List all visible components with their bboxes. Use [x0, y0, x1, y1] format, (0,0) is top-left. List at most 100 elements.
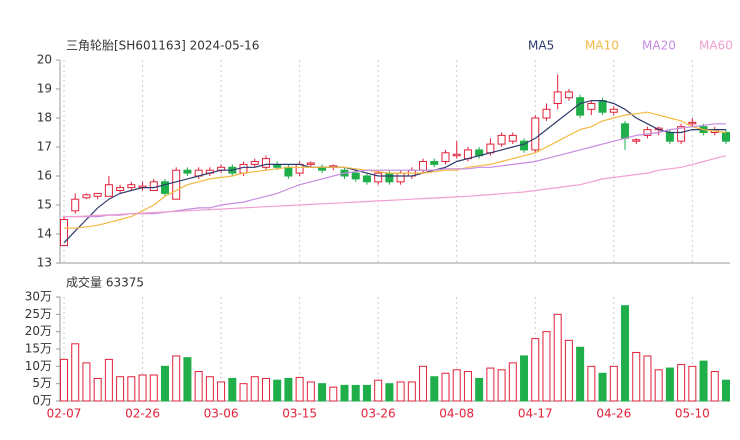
x-tick-label: 03-06	[204, 407, 239, 421]
x-tick-label: 05-10	[675, 407, 710, 421]
candle-body	[116, 187, 125, 192]
candle-body	[508, 134, 517, 142]
x-tick-label: 03-26	[361, 407, 396, 421]
y-tick-label: 5万	[32, 376, 52, 390]
y-tick-label: 30万	[25, 290, 52, 304]
legend-label: MA10	[585, 39, 619, 53]
candle-body	[149, 181, 158, 192]
legend-label: MA60	[699, 39, 733, 53]
volume-bar	[250, 376, 259, 402]
volume-bar	[710, 371, 719, 402]
y-tick-label: 14	[37, 227, 52, 241]
candle-body	[160, 181, 169, 194]
y-tick-label: 13	[37, 256, 52, 270]
y-tick-label: 15万	[25, 342, 52, 356]
y-tick-label: 0万	[32, 394, 52, 408]
candle-body	[172, 169, 181, 200]
candle-body	[419, 161, 428, 171]
candle-body	[598, 100, 607, 113]
candle-body	[542, 108, 551, 119]
candle-body	[553, 91, 562, 105]
volume-bar	[149, 374, 158, 402]
volume-bar	[396, 381, 405, 402]
volume-bar	[722, 379, 730, 402]
x-tick-label: 04-08	[439, 407, 474, 421]
volume-bar	[82, 362, 91, 402]
volume-bar	[520, 355, 529, 402]
volume-bar	[463, 371, 472, 402]
chart-title: 三角轮胎[SH601163] 2024-05-16	[66, 39, 259, 53]
volume-bar	[351, 384, 360, 402]
volume-bar	[531, 338, 540, 402]
candle-body	[452, 153, 461, 157]
candle-body	[576, 97, 585, 116]
candle-body	[93, 192, 102, 197]
volume-bar	[688, 365, 697, 402]
volume-bar	[295, 376, 304, 402]
volume-bar	[385, 383, 394, 402]
y-tick-label: 10万	[25, 359, 52, 373]
volume-bar	[441, 372, 450, 402]
candle-body	[351, 172, 360, 180]
volume-title: 成交量 63375	[66, 275, 144, 290]
volume-bar	[239, 383, 248, 402]
volume-bar	[665, 367, 674, 402]
volume-bar	[138, 374, 147, 402]
volume-bar	[261, 377, 270, 402]
volume-bar	[643, 355, 652, 402]
volume-bar	[654, 369, 663, 402]
candle-body	[104, 184, 113, 197]
candle-body	[183, 169, 192, 174]
y-tick-label: 17	[37, 140, 52, 154]
ma-line	[64, 111, 727, 229]
candle-body	[430, 161, 439, 165]
candle-body	[295, 163, 304, 174]
volume-bar	[329, 386, 338, 402]
volume-bar	[217, 381, 226, 402]
volume-bar	[452, 369, 461, 402]
volume-bar	[284, 377, 293, 402]
volume-bar	[497, 369, 506, 402]
volume-bar	[160, 365, 169, 402]
volume-bar	[273, 379, 282, 402]
candle-body	[284, 166, 293, 177]
y-tick-label: 18	[37, 111, 52, 125]
volume-bar	[587, 365, 596, 402]
candle-body	[82, 194, 91, 199]
volume-bar	[228, 377, 237, 402]
volume-bar	[419, 365, 428, 402]
candle-body	[486, 143, 495, 154]
y-tick-label: 25万	[25, 307, 52, 321]
volume-bar	[194, 371, 203, 402]
volume-bar	[183, 357, 192, 402]
volume-bar	[486, 367, 495, 402]
candle-body	[722, 132, 730, 142]
candle-body	[621, 123, 630, 139]
candle-body	[587, 103, 596, 110]
volume-bar	[553, 313, 562, 402]
volume-bar	[93, 377, 102, 402]
x-tick-label: 02-07	[47, 407, 82, 421]
candle-body	[441, 152, 450, 163]
volume-bar	[677, 364, 686, 402]
candle-body	[632, 139, 641, 142]
candle-body	[60, 219, 68, 247]
volume-bar	[116, 376, 125, 402]
volume-bar	[71, 343, 80, 402]
volume-bar	[306, 381, 315, 402]
candle-body	[362, 175, 371, 183]
y-tick-label: 20	[37, 53, 52, 67]
legend-label: MA20	[642, 39, 676, 53]
candle-body	[261, 158, 270, 168]
candle-body	[564, 91, 573, 99]
volume-bar	[340, 384, 349, 402]
volume-bar	[362, 384, 371, 402]
volume-bar	[407, 381, 416, 402]
volume-bar	[632, 351, 641, 402]
candle-body	[306, 162, 315, 165]
volume-bar	[542, 331, 551, 402]
volume-bar	[621, 305, 630, 402]
candle-body	[609, 108, 618, 113]
x-tick-label: 03-15	[282, 407, 317, 421]
